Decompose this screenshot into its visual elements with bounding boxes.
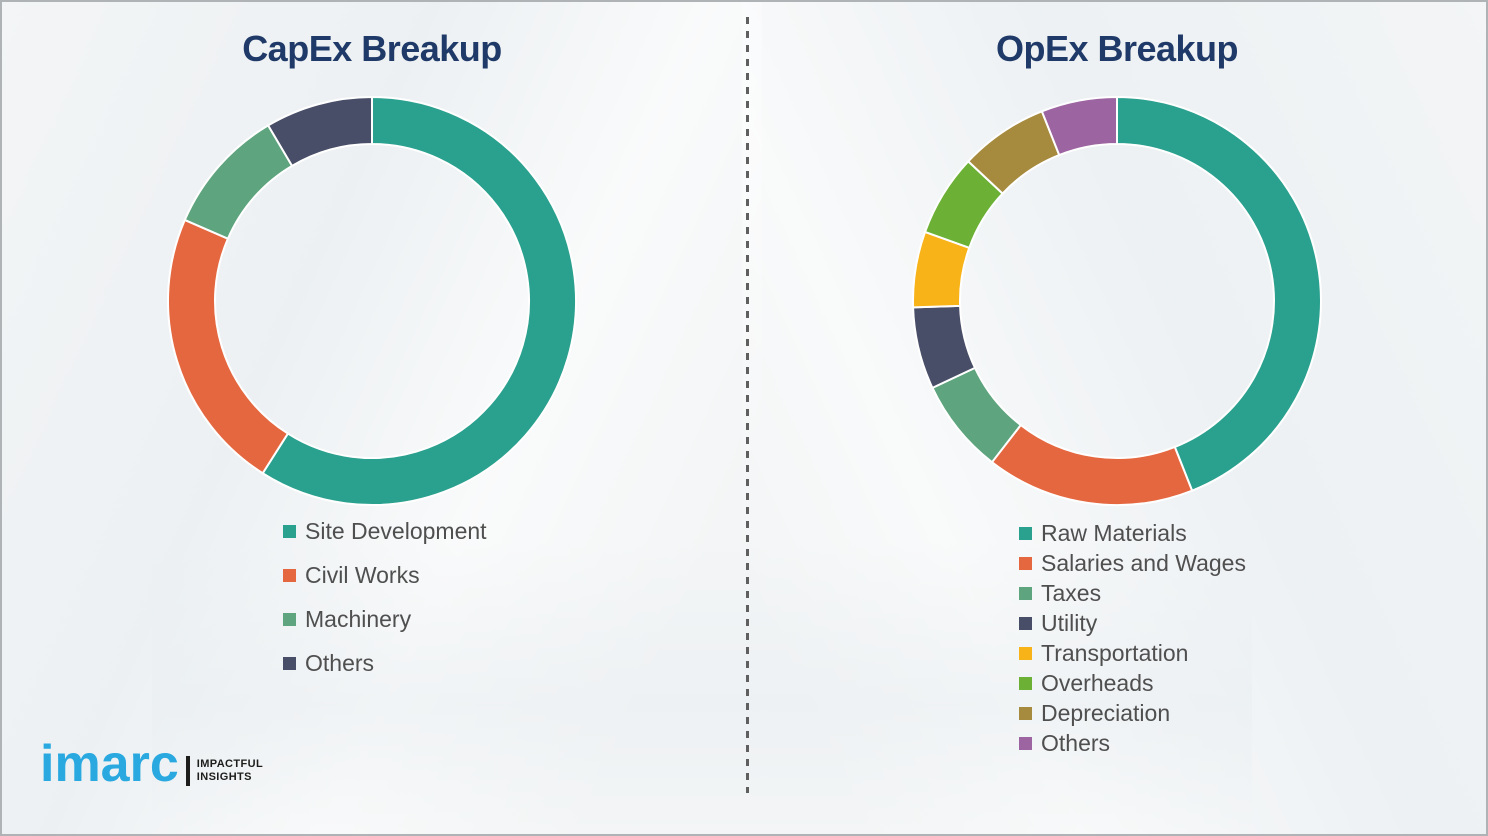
legend-label: Salaries and Wages xyxy=(1041,549,1246,576)
legend-label: Overheads xyxy=(1041,669,1154,696)
legend-item: Depreciation xyxy=(1019,698,1246,728)
donut-segment-site-development xyxy=(261,96,577,506)
donut-segment-salaries-and-wages xyxy=(990,424,1194,506)
legend-swatch-icon xyxy=(1019,586,1032,600)
divider-line xyxy=(746,17,749,793)
donut-segment-raw-materials xyxy=(1116,96,1322,492)
legend-label: Others xyxy=(305,649,375,676)
legend-item: Salaries and Wages xyxy=(1019,548,1246,578)
legend-item: Civil Works xyxy=(283,553,487,597)
legend-label: Others xyxy=(1041,729,1111,756)
opex-donut-chart xyxy=(912,96,1322,506)
donut-segment-others xyxy=(1040,96,1118,157)
legend-swatch-icon xyxy=(1019,676,1032,690)
legend-item: Site Development xyxy=(283,509,487,553)
legend-swatch-icon xyxy=(283,656,296,670)
legend-item: Utility xyxy=(1019,608,1246,638)
legend-label: Transportation xyxy=(1041,639,1189,666)
logo-tagline-line2: INSIGHTS xyxy=(196,771,252,783)
opex-chart-title: OpEx Breakup xyxy=(995,28,1239,69)
imarc-logo: imarc IMPACTFUL INSIGHTS xyxy=(40,735,263,793)
legend-item: Raw Materials xyxy=(1019,518,1246,548)
donut-segment-machinery xyxy=(183,124,294,240)
legend-item: Others xyxy=(283,641,487,685)
imarc-logo-wordmark: imarc xyxy=(40,735,179,793)
legend-swatch-icon xyxy=(1019,646,1032,660)
legend-label: Machinery xyxy=(305,605,412,632)
legend-swatch-icon xyxy=(1019,736,1032,750)
legend-swatch-icon xyxy=(1019,556,1032,570)
legend-item: Machinery xyxy=(283,597,487,641)
capex-donut-chart xyxy=(167,96,577,506)
legend-item: Transportation xyxy=(1019,638,1246,668)
legend-label: Raw Materials xyxy=(1041,519,1187,546)
opex-legend: Raw Materials Salaries and Wages Taxes Util… xyxy=(1019,518,1246,758)
logo-separator-bar xyxy=(185,756,190,786)
legend-swatch-icon xyxy=(283,524,296,538)
legend-label: Civil Works xyxy=(305,561,420,588)
logo-tagline: IMPACTFUL INSIGHTS xyxy=(197,758,263,784)
legend-item: Overheads xyxy=(1019,668,1246,698)
logo-tagline-line1: IMPACTFUL xyxy=(196,758,264,770)
legend-item: Taxes xyxy=(1019,578,1246,608)
legend-label: Utility xyxy=(1041,609,1098,636)
legend-swatch-icon xyxy=(1019,616,1032,630)
donut-segment-civil-works xyxy=(167,218,289,475)
legend-swatch-icon xyxy=(283,612,296,626)
capex-legend: Site Development Civil Works Machinery Othe… xyxy=(283,509,487,685)
legend-label: Taxes xyxy=(1041,579,1102,606)
legend-swatch-icon xyxy=(1019,526,1032,540)
legend-item: Others xyxy=(1019,728,1246,758)
donut-segment-others xyxy=(267,96,373,167)
legend-label: Depreciation xyxy=(1041,699,1171,726)
capex-chart-title: CapEx Breakup xyxy=(242,28,502,69)
legend-swatch-icon xyxy=(1019,706,1032,720)
legend-swatch-icon xyxy=(283,568,296,582)
legend-label: Site Development xyxy=(305,517,487,544)
